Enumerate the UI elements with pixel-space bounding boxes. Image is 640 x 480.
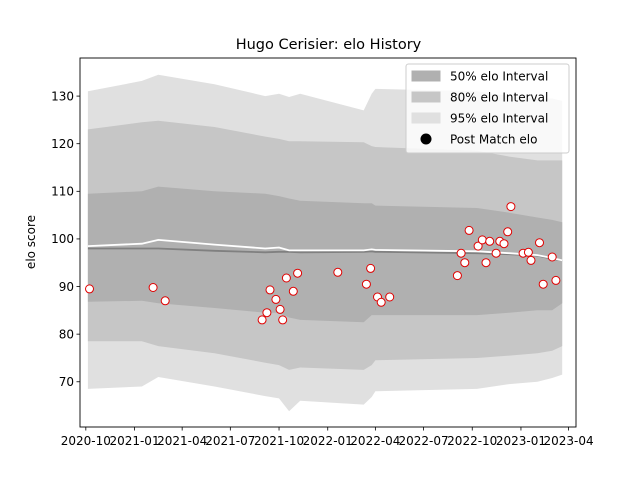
chart-title: Hugo Cerisier: elo History [236,37,422,53]
post-match-point [477,235,487,245]
post-match-point [265,285,275,295]
x-tick-label: 2021-10 [254,434,304,448]
y-tick-label: 70 [59,375,74,389]
x-tick-label: 2022-01 [303,434,353,448]
post-match-point [275,304,285,314]
legend: 50% elo Interval 80% elo Interval 95% elo … [405,63,570,154]
post-match-point [361,279,371,289]
post-match-point [262,308,272,318]
post-match-point [288,286,298,296]
y-tick-label: 130 [51,89,74,103]
legend-label: 95% elo Interval [450,111,548,125]
post-match-point [485,236,495,246]
post-match-point [452,271,462,281]
y-tick-label: 90 [59,280,74,294]
post-match-point [503,227,513,237]
y-tick-label: 110 [51,185,74,199]
post-match-point [385,292,395,302]
post-match-point [460,258,470,268]
x-tick-label: 2022-10 [447,434,497,448]
post-match-point [293,268,303,278]
post-match-point [547,252,557,262]
legend-label: 80% elo Interval [450,90,548,104]
x-tick-label: 2021-01 [109,434,159,448]
post-match-point [257,315,267,325]
post-match-point [506,202,516,212]
legend-marker-point [420,133,432,145]
post-match-point [333,267,343,277]
legend-swatch-band_80 [411,91,441,103]
post-match-point [499,239,509,249]
x-tick-label: 2022-04 [350,434,400,448]
post-match-point [148,283,158,292]
post-match-point [85,284,94,294]
legend-swatch-band_95 [411,112,441,124]
post-match-point [366,263,376,273]
y-axis-label: elo score [24,215,38,269]
plot-area: 7080901001101201302020-102021-012021-042… [51,57,594,448]
post-match-point [464,225,474,235]
post-match-point [376,297,386,307]
x-tick-label: 2020-10 [61,434,111,448]
y-tick-label: 80 [59,327,74,341]
post-match-point [491,248,501,258]
band-50 [87,186,563,323]
y-tick-label: 120 [51,137,74,151]
x-tick-label: 2021-04 [157,434,207,448]
post-match-point [456,248,466,258]
post-match-point [278,315,288,325]
legend-box [405,63,570,154]
post-match-point [526,255,536,265]
post-match-point [535,238,544,248]
post-match-point [281,273,291,283]
x-tick-label: 2022-07 [398,434,448,448]
post-match-point [473,241,483,251]
x-tick-label: 2021-07 [205,434,255,448]
post-match-point [271,294,281,304]
x-tick-label: 2023-01 [496,434,546,448]
post-match-point [538,279,548,289]
legend-label: Post Match elo [450,132,537,146]
legend-swatch-band_50 [411,70,441,82]
post-match-point [481,258,491,268]
legend-label: 50% elo Interval [450,69,548,83]
y-tick-label: 100 [51,232,74,246]
post-match-point [523,247,533,257]
post-match-point [551,275,561,285]
post-match-point [160,296,170,306]
x-tick-label: 2023-04 [544,434,594,448]
